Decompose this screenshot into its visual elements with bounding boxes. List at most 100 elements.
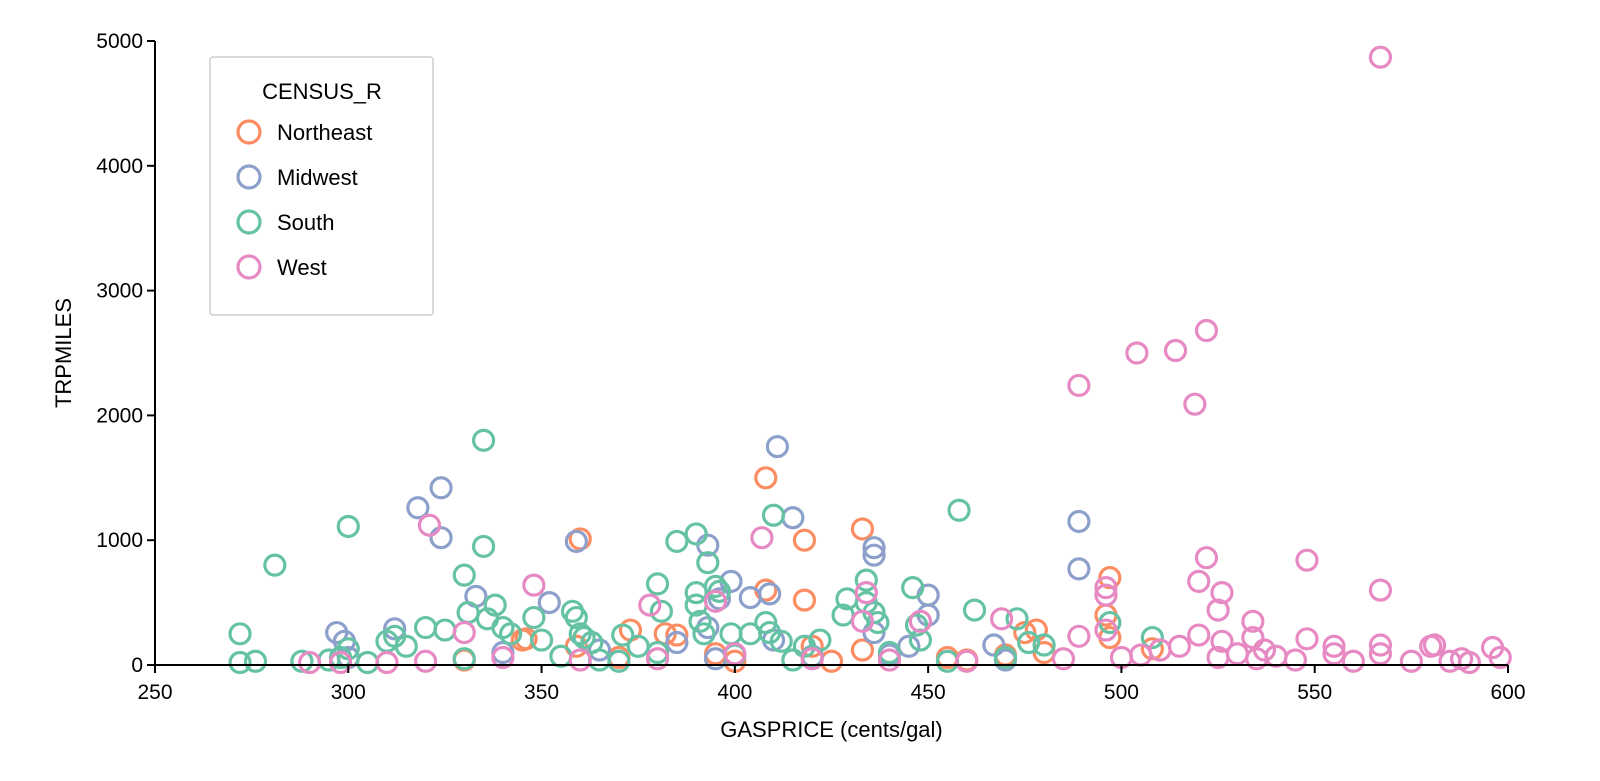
data-point: [908, 609, 933, 633]
data-point: [483, 593, 507, 617]
data-point: [1422, 633, 1447, 657]
data-point: [665, 529, 689, 554]
data-point: [781, 648, 805, 672]
data-point: [1067, 624, 1091, 648]
data-point: [904, 613, 929, 637]
legend-marker: [236, 209, 262, 235]
legend-item-midwest: Midwest: [236, 164, 358, 190]
data-point: [429, 526, 453, 550]
data-point: [1457, 650, 1481, 675]
x-tick-label: 250: [137, 681, 172, 704]
data-point: [452, 647, 476, 671]
data-point: [549, 644, 573, 668]
data-point: [298, 650, 322, 675]
y-tick-label: 2000: [96, 404, 143, 427]
data-point: [1241, 625, 1265, 650]
data-point: [754, 610, 778, 635]
legend-item-south: South: [236, 209, 335, 235]
x-axis-title: GASPRICE (cents/gal): [720, 717, 943, 742]
data-point: [1206, 598, 1230, 622]
data-point: [1098, 566, 1122, 590]
legend-box: [209, 56, 434, 316]
data-point: [1094, 583, 1118, 607]
data-point: [1295, 548, 1319, 572]
data-point: [1094, 618, 1118, 642]
x-tick-label: 600: [1490, 681, 1525, 704]
x-tick-label: 350: [524, 681, 559, 704]
y-tick-label: 1000: [96, 529, 143, 552]
legend-title: CENSUS_R: [262, 79, 382, 104]
data-point: [765, 435, 789, 459]
data-point: [1488, 645, 1512, 670]
data-point: [781, 506, 805, 530]
data-point: [328, 650, 353, 675]
data-point: [800, 647, 824, 671]
data-point: [1322, 642, 1346, 666]
data-point: [587, 638, 612, 662]
data-point: [962, 598, 987, 622]
data-point: [568, 648, 592, 672]
legend-item-northeast: Northeast: [236, 119, 372, 145]
data-point: [1187, 623, 1211, 647]
data-point: [394, 634, 418, 658]
data-point: [769, 629, 793, 653]
data-point: [1067, 373, 1091, 398]
data-point: [719, 622, 743, 646]
data-point: [1368, 45, 1393, 69]
data-point: [1183, 392, 1207, 416]
data-point: [1194, 546, 1219, 570]
series-south: [228, 428, 1164, 675]
data-point: [696, 551, 720, 575]
data-point: [529, 628, 554, 652]
data-point: [414, 615, 438, 640]
points-layer: [228, 45, 1512, 675]
data-point: [414, 649, 438, 673]
legend-marker: [236, 254, 262, 280]
data-point: [645, 640, 670, 665]
data-point: [854, 581, 878, 605]
data-point: [897, 634, 921, 658]
data-point: [955, 649, 979, 673]
data-point: [1067, 557, 1091, 581]
legend-label: South: [277, 210, 335, 235]
data-point: [1225, 642, 1250, 666]
data-point: [1140, 637, 1164, 661]
data-point: [471, 428, 496, 452]
data-point: [406, 496, 430, 520]
data-point: [850, 517, 875, 541]
data-point: [1368, 633, 1393, 657]
x-tick-label: 500: [1104, 681, 1139, 704]
y-tick-label: 3000: [96, 280, 143, 303]
data-point: [649, 599, 674, 623]
x-tick-label: 400: [717, 681, 752, 704]
data-point: [754, 466, 778, 490]
data-point: [723, 642, 747, 666]
data-point: [638, 593, 662, 617]
data-point: [707, 579, 731, 603]
data-point: [1368, 642, 1393, 666]
data-point: [383, 617, 407, 641]
data-point: [684, 522, 708, 546]
data-point: [877, 648, 902, 672]
data-point: [901, 576, 925, 600]
data-point: [792, 588, 817, 612]
data-point: [854, 568, 878, 592]
data-point: [947, 498, 971, 522]
data-point: [982, 633, 1006, 657]
data-point: [761, 503, 786, 527]
axes: 250 300 350 400 450 500 550 600 0 1000 2000 3000 40…: [51, 30, 1526, 742]
x-tick-label: 550: [1297, 681, 1332, 704]
data-point: [514, 627, 538, 651]
data-point: [665, 623, 689, 647]
data-point: [1032, 633, 1056, 657]
data-point: [665, 630, 689, 655]
data-point: [243, 649, 268, 673]
legend-label: West: [277, 255, 327, 280]
legend-label: Northeast: [277, 120, 372, 145]
data-point: [1167, 634, 1192, 658]
data-point: [850, 638, 875, 662]
data-point: [862, 543, 886, 567]
data-point: [1140, 625, 1164, 650]
data-point: [522, 573, 546, 597]
